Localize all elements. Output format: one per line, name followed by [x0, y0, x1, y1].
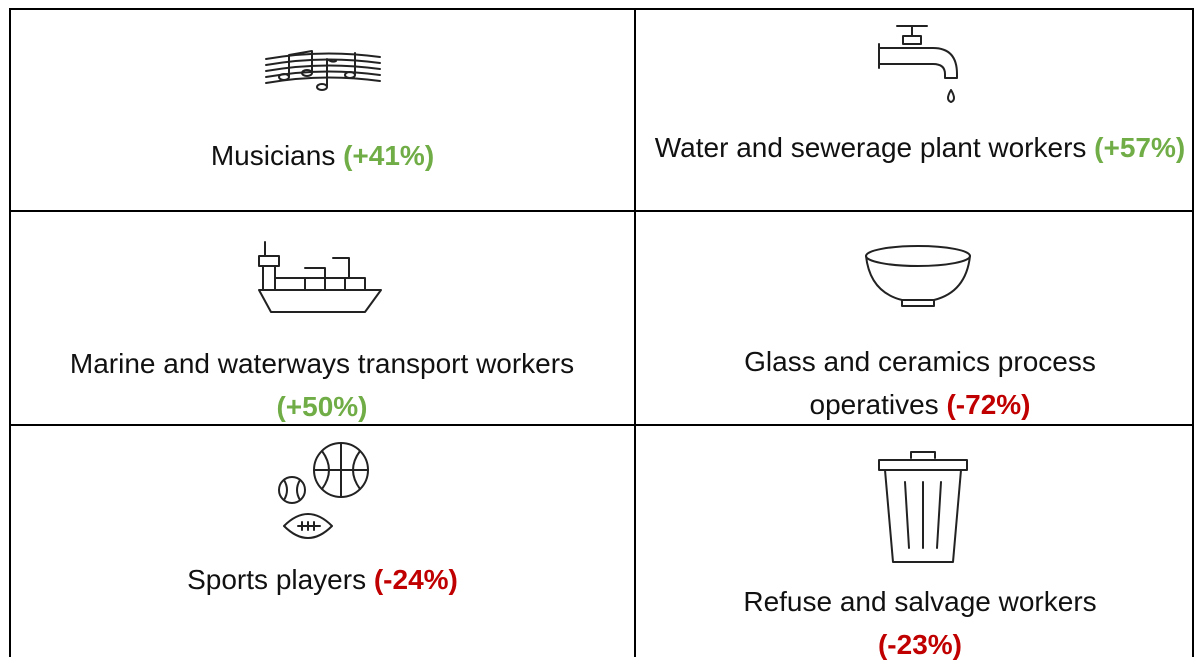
label: Glass and ceramics process operatives — [744, 346, 1096, 420]
border — [9, 210, 1194, 212]
change: (+57%) — [1094, 132, 1186, 163]
change: (+41%) — [343, 140, 435, 171]
label: Sports players — [187, 564, 367, 595]
cell: Marine and waterways transport workers (… — [62, 342, 582, 428]
cell: Water and sewerage plant workers (+57%) — [650, 126, 1190, 169]
change: (+50%) — [276, 391, 368, 422]
bin-icon — [878, 451, 968, 563]
label: Marine and waterways transport workers — [69, 348, 575, 379]
border — [1192, 8, 1194, 657]
label: Water and sewerage plant workers — [654, 132, 1087, 163]
cell: Sports players (-24%) — [11, 558, 634, 601]
change: (-23%) — [877, 629, 962, 660]
bowl-icon — [865, 245, 971, 307]
music-icon — [265, 50, 381, 91]
ship-icon — [258, 241, 382, 313]
label: Musicians — [210, 140, 336, 171]
balls-icon — [278, 442, 369, 539]
cell: Glass and ceramics process operatives (-… — [700, 340, 1140, 426]
cell: Musicians (+41%) — [11, 134, 634, 177]
border — [9, 8, 1194, 10]
change: (-24%) — [373, 564, 458, 595]
change: (-72%) — [946, 389, 1031, 420]
border — [634, 8, 636, 657]
border — [9, 8, 11, 657]
label: Refuse and salvage workers — [743, 586, 1097, 617]
border — [9, 424, 1194, 426]
cell: Refuse and salvage workers (-23%) — [700, 580, 1140, 666]
tap-icon — [878, 25, 958, 103]
